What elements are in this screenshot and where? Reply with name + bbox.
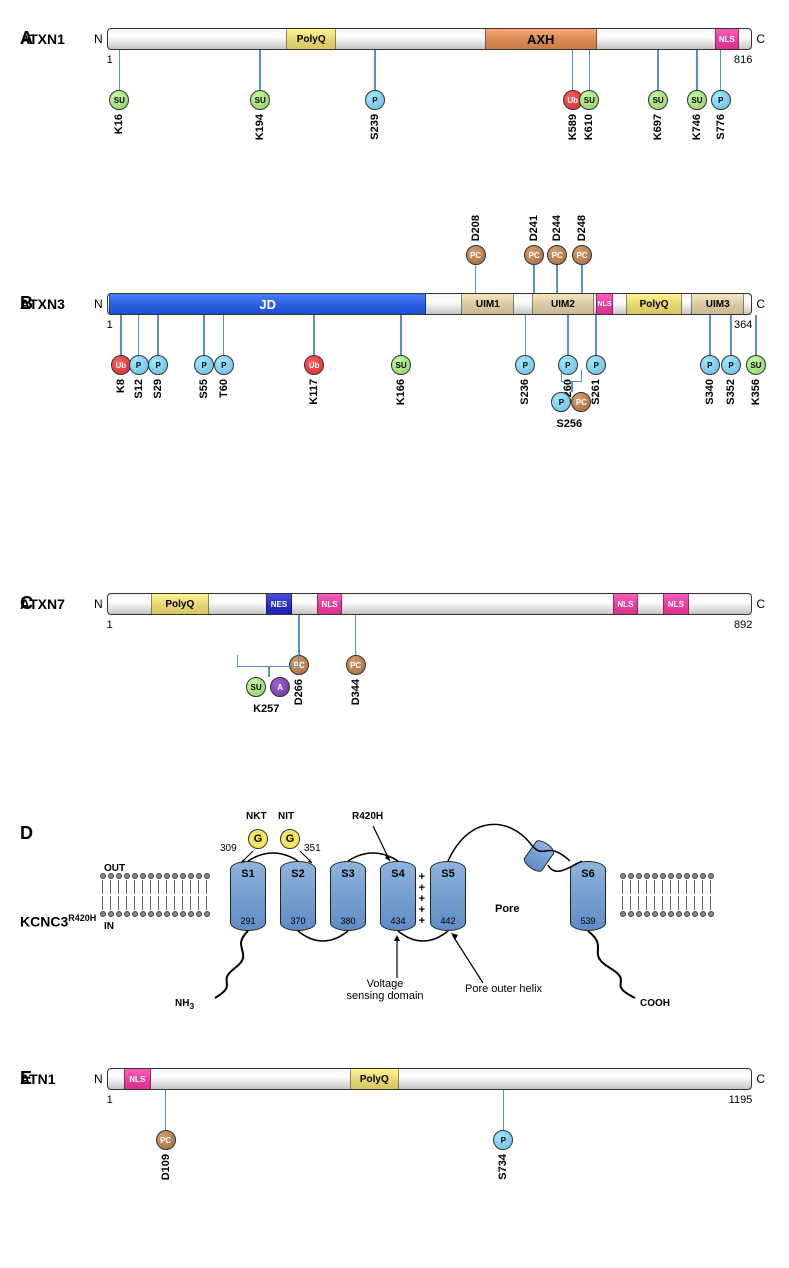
panel-letter: E bbox=[20, 1068, 32, 1089]
glyc-sequon: NKT bbox=[246, 811, 267, 822]
ptm-layer: PCD109PS734 bbox=[107, 1090, 753, 1230]
glyc-sequon: NIT bbox=[278, 811, 294, 822]
aa-end: 1195 bbox=[729, 1094, 753, 1106]
pore-label: Pore bbox=[495, 903, 519, 915]
panel-letter: A bbox=[20, 28, 33, 49]
ptm-layer-top: D208PCD241PCD244PCD248PC bbox=[107, 203, 753, 293]
cooh-label: COOH bbox=[640, 998, 670, 1009]
panel-letter: D bbox=[20, 823, 33, 844]
aa-end: 816 bbox=[734, 54, 752, 66]
ptm-a: A bbox=[270, 677, 290, 697]
protein-bar: NLS PolyQ bbox=[107, 1068, 753, 1090]
domain-uim3: UIM3 bbox=[691, 294, 744, 314]
ptm-su: SU bbox=[246, 677, 266, 697]
domain-nls: NLS bbox=[124, 1069, 151, 1089]
aa-start: 1 bbox=[107, 1094, 113, 1106]
domain-jd: JD bbox=[109, 294, 426, 314]
n-terminus: N bbox=[94, 1072, 103, 1086]
kcnc3-label: KCNC3 bbox=[20, 914, 68, 930]
ptm-layer: SUK16SUK194PS239UbK589SUK610SUK697SUK746… bbox=[107, 50, 753, 190]
domain-polyq: PolyQ bbox=[350, 1069, 398, 1089]
panel-c: C ATXN7 N PolyQNESNLSNLSNLS 1 892 PCD266… bbox=[20, 593, 769, 793]
aa-start: 1 bbox=[107, 54, 113, 66]
n-terminus: N bbox=[94, 597, 103, 611]
domain-nls: NLS bbox=[613, 594, 638, 614]
domain-nes: NES bbox=[266, 594, 291, 614]
ptm-layer: PCD266PCD344SUAK257 bbox=[107, 615, 753, 785]
domain-nls: NLS bbox=[663, 594, 688, 614]
r420h-label: R420H bbox=[352, 811, 383, 822]
domain-polyq: PolyQ bbox=[626, 294, 683, 314]
aa-start: 1 bbox=[107, 319, 113, 331]
c-terminus: C bbox=[756, 597, 765, 611]
aa-end: 892 bbox=[734, 619, 752, 631]
bar-wrap-c: PolyQNESNLSNLSNLS 1 892 PCD266PCD344SUAK… bbox=[107, 593, 753, 615]
c-terminus: C bbox=[756, 32, 765, 46]
bracket-label: K257 bbox=[253, 703, 279, 715]
protein-bar: JD UIM1 UIM2NLS PolyQ UIM3 bbox=[107, 293, 753, 315]
kcnc3-sup: R420H bbox=[68, 913, 96, 923]
panel-letter: C bbox=[20, 593, 33, 614]
bar-wrap-e: NLSPolyQ 1 1195 PCD109PS734 bbox=[107, 1068, 753, 1090]
panel-e: E ATN1 N NLSPolyQ 1 1195 PCD109PS734 C bbox=[20, 1068, 769, 1228]
domain-axh: AXH bbox=[485, 29, 597, 49]
n-terminus: N bbox=[94, 297, 103, 311]
domain-nls: NLS bbox=[596, 294, 614, 314]
protein-bar: PolyQ NES NLS NLS NLS bbox=[107, 593, 753, 615]
panel-a: A ATXN1 N PolyQAXHNLS 1 816 SUK16SUK194P… bbox=[20, 28, 769, 198]
ptm-pc: PC bbox=[571, 392, 591, 412]
domain-nls: NLS bbox=[715, 29, 739, 49]
bracket bbox=[561, 370, 582, 382]
bar-wrap-b: JDUIM1UIM2NLSPolyQUIM3 1 364 D208PCD241P… bbox=[107, 293, 753, 315]
nh3-label: NH3 bbox=[175, 998, 194, 1011]
membrane-diagram: OUTINS1291S2370S3380S4434+++++S5442S6539… bbox=[100, 823, 720, 1003]
bracket-label: S256 bbox=[556, 418, 582, 430]
c-terminus: C bbox=[756, 297, 765, 311]
domain-nls: NLS bbox=[317, 594, 342, 614]
panel-letter: B bbox=[20, 293, 33, 314]
aa-start: 1 bbox=[107, 619, 113, 631]
protein-label: KCNC3R420H bbox=[20, 913, 96, 930]
panel-d: D KCNC3R420H OUTINS1291S2370S3380S4434++… bbox=[20, 823, 769, 1048]
n-terminus: N bbox=[94, 32, 103, 46]
bracket bbox=[237, 655, 299, 667]
domain-uim1: UIM1 bbox=[461, 294, 514, 314]
domain-polyq: PolyQ bbox=[151, 594, 209, 614]
protein-bar: PolyQ AXH NLS bbox=[107, 28, 753, 50]
c-terminus: C bbox=[756, 1072, 765, 1086]
bar-wrap-a: PolyQAXHNLS 1 816 SUK16SUK194PS239UbK589… bbox=[107, 28, 753, 50]
ptm-layer: UbK8PS12PS29PS55PT60UbK117SUK166PS236PS2… bbox=[107, 315, 753, 495]
domain-uim2: UIM2 bbox=[532, 294, 594, 314]
ptm-p: P bbox=[551, 392, 571, 412]
panel-b: B ATXN3 N JDUIM1UIM2NLSPolyQUIM3 1 364 D… bbox=[20, 293, 769, 573]
aa-end: 364 bbox=[734, 319, 752, 331]
domain-polyq: PolyQ bbox=[286, 29, 336, 49]
